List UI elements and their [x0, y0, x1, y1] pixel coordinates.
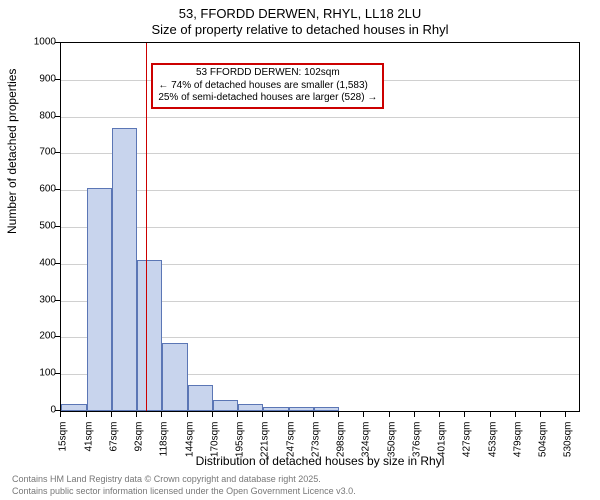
histogram-bar — [162, 343, 188, 411]
x-tick-label: 401sqm — [436, 422, 447, 458]
y-tick-label: 0 — [16, 405, 56, 416]
x-tick-label: 92sqm — [133, 422, 144, 452]
y-tick-label: 300 — [16, 294, 56, 305]
histogram-bar — [289, 407, 315, 411]
x-tick-mark — [565, 412, 566, 417]
y-tick-mark — [55, 42, 60, 43]
x-tick-label: 247sqm — [285, 422, 296, 458]
x-tick-mark — [439, 412, 440, 417]
x-tick-label: 195sqm — [234, 422, 245, 458]
y-tick-mark — [55, 79, 60, 80]
x-tick-mark — [515, 412, 516, 417]
x-tick-mark — [363, 412, 364, 417]
x-tick-label: 324sqm — [361, 422, 372, 458]
x-tick-mark — [136, 412, 137, 417]
x-tick-mark — [86, 412, 87, 417]
histogram-bar — [188, 385, 214, 411]
x-tick-label: 479sqm — [513, 422, 524, 458]
x-tick-mark — [464, 412, 465, 417]
x-tick-label: 170sqm — [210, 422, 221, 458]
x-tick-label: 530sqm — [563, 422, 574, 458]
grid-line — [61, 117, 579, 118]
chart-title-line2: Size of property relative to detached ho… — [0, 22, 600, 37]
plot-region: 53 FFORDD DERWEN: 102sqm← 74% of detache… — [60, 42, 580, 412]
y-tick-mark — [55, 189, 60, 190]
x-tick-mark — [161, 412, 162, 417]
x-tick-label: 427sqm — [462, 422, 473, 458]
x-tick-mark — [490, 412, 491, 417]
y-tick-label: 500 — [16, 221, 56, 232]
footer-licence: Contains public sector information licen… — [12, 486, 356, 496]
footer-copyright: Contains HM Land Registry data © Crown c… — [12, 474, 321, 484]
x-tick-label: 298sqm — [335, 422, 346, 458]
x-tick-label: 504sqm — [537, 422, 548, 458]
annotation-larger: 25% of semi-detached houses are larger (… — [158, 92, 377, 105]
y-tick-label: 800 — [16, 110, 56, 121]
x-tick-label: 118sqm — [159, 422, 170, 457]
y-tick-mark — [55, 373, 60, 374]
histogram-bar — [87, 188, 113, 411]
x-tick-label: 144sqm — [184, 422, 195, 458]
y-tick-label: 100 — [16, 368, 56, 379]
x-tick-label: 67sqm — [109, 422, 120, 452]
histogram-bar — [61, 404, 87, 411]
x-tick-mark — [288, 412, 289, 417]
x-tick-mark — [313, 412, 314, 417]
histogram-bar — [213, 400, 238, 411]
histogram-bar — [314, 407, 339, 411]
histogram-bar — [263, 407, 289, 411]
reference-line — [146, 43, 147, 411]
x-tick-label: 273sqm — [311, 422, 322, 458]
annotation-title: 53 FFORDD DERWEN: 102sqm — [158, 67, 377, 80]
x-tick-mark — [237, 412, 238, 417]
y-tick-label: 700 — [16, 147, 56, 158]
grid-line — [61, 227, 579, 228]
histogram-bar — [238, 404, 264, 411]
x-tick-mark — [540, 412, 541, 417]
y-tick-label: 600 — [16, 184, 56, 195]
x-tick-mark — [212, 412, 213, 417]
x-tick-label: 41sqm — [83, 422, 94, 452]
x-tick-mark — [60, 412, 61, 417]
x-tick-mark — [414, 412, 415, 417]
grid-line — [61, 190, 579, 191]
x-tick-mark — [111, 412, 112, 417]
y-tick-label: 900 — [16, 73, 56, 84]
x-tick-label: 350sqm — [386, 422, 397, 458]
chart-title-line1: 53, FFORDD DERWEN, RHYL, LL18 2LU — [0, 6, 600, 21]
x-tick-mark — [262, 412, 263, 417]
x-tick-label: 376sqm — [412, 422, 423, 458]
y-tick-mark — [55, 116, 60, 117]
y-tick-label: 1000 — [16, 37, 56, 48]
x-tick-label: 15sqm — [58, 422, 69, 452]
x-tick-mark — [338, 412, 339, 417]
y-tick-mark — [55, 410, 60, 411]
y-tick-mark — [55, 300, 60, 301]
histogram-bar — [112, 128, 137, 411]
y-tick-mark — [55, 152, 60, 153]
x-tick-label: 221sqm — [260, 422, 271, 458]
histogram-bar — [137, 260, 163, 411]
grid-line — [61, 153, 579, 154]
annotation-smaller: ← 74% of detached houses are smaller (1,… — [158, 80, 377, 93]
y-tick-mark — [55, 263, 60, 264]
y-tick-label: 200 — [16, 331, 56, 342]
y-tick-mark — [55, 336, 60, 337]
x-tick-label: 453sqm — [487, 422, 498, 458]
y-tick-label: 400 — [16, 257, 56, 268]
annotation-box: 53 FFORDD DERWEN: 102sqm← 74% of detache… — [151, 63, 384, 109]
y-tick-mark — [55, 226, 60, 227]
x-tick-mark — [187, 412, 188, 417]
x-tick-mark — [389, 412, 390, 417]
